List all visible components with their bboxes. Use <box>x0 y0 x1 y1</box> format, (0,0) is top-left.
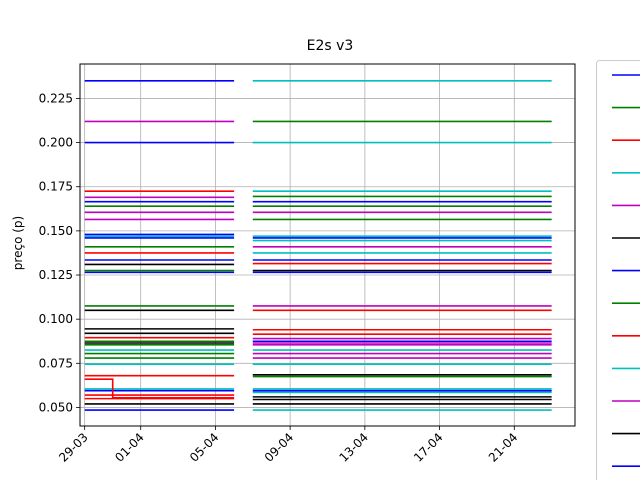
y-tick-label: 0.125 <box>39 268 73 282</box>
y-tick-label: 0.150 <box>39 224 73 238</box>
legend <box>596 60 640 480</box>
chart-title: E2s v3 <box>307 38 354 54</box>
x-tick-label: 09-04 <box>262 430 297 465</box>
gridlines <box>80 64 575 426</box>
x-axis: 29-03 01-04 05-04 09-04 13-04 17-04 21-04 <box>56 426 520 465</box>
x-tick-label: 05-04 <box>187 430 222 465</box>
x-tick-label: 29-03 <box>56 430 91 465</box>
y-tick-label: 0.050 <box>39 400 73 414</box>
plot-area <box>79 63 576 427</box>
y-tick-label: 0.175 <box>39 180 73 194</box>
y-tick-label: 0.225 <box>39 91 73 105</box>
y-axis: 0.050 0.075 0.100 0.125 0.150 0.175 0.200 0.225 <box>39 91 80 414</box>
x-tick-label: 17-04 <box>411 430 446 465</box>
x-tick-label: 21-04 <box>486 430 521 465</box>
red-step-line <box>84 378 235 399</box>
y-tick-label: 0.200 <box>39 136 73 150</box>
x-tick-label: 13-04 <box>336 430 371 465</box>
data-series <box>84 79 552 411</box>
y-tick-label: 0.100 <box>39 312 73 326</box>
red-step-series <box>84 378 235 399</box>
y-axis-label: preço (p) <box>11 216 25 270</box>
x-tick-label: 01-04 <box>112 430 147 465</box>
y-tick-label: 0.075 <box>39 356 73 370</box>
